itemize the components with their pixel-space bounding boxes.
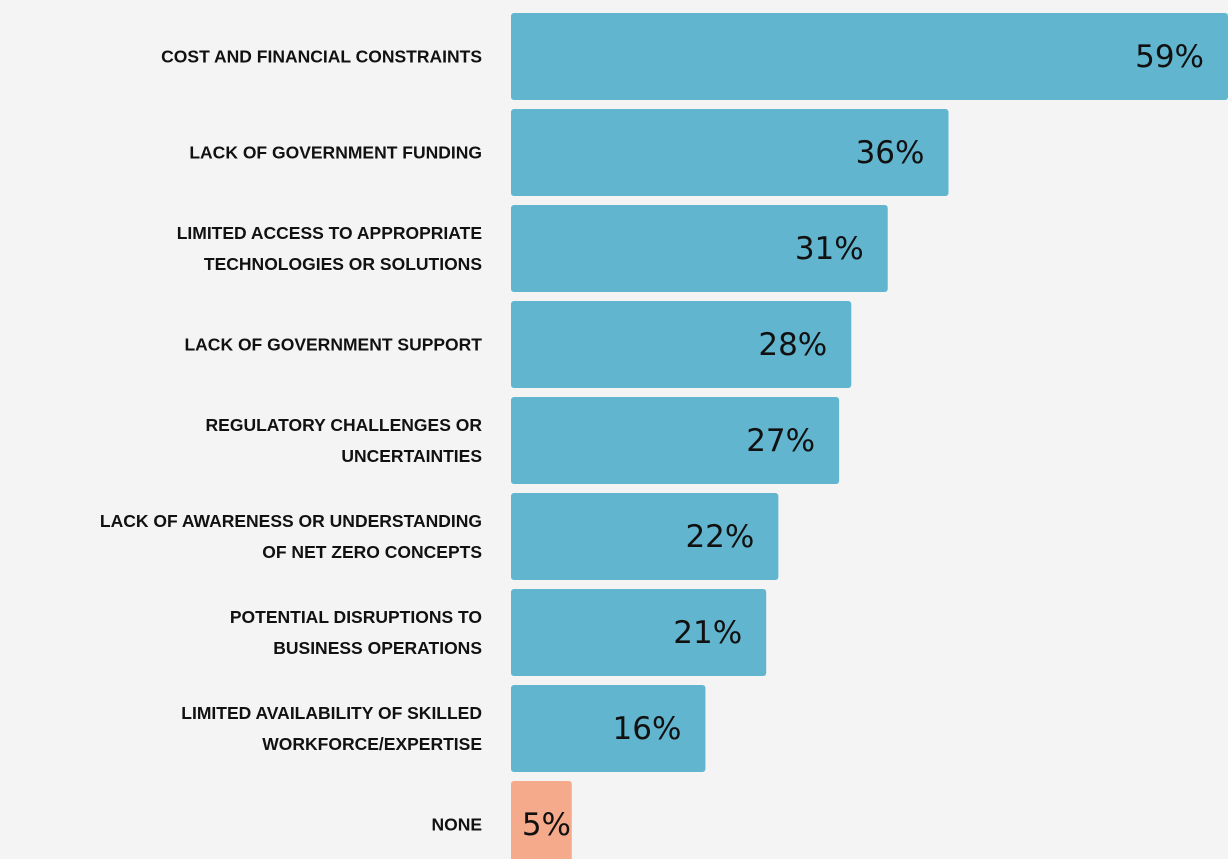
bar	[511, 589, 767, 676]
value-label: 36%	[856, 135, 925, 171]
bar	[511, 685, 706, 772]
value-label: 31%	[795, 231, 864, 267]
category-label: LACK OF GOVERNMENT FUNDING	[189, 142, 482, 162]
category-label: POTENTIAL DISRUPTIONS TO BUSINESS OPERAT…	[229, 606, 482, 658]
category-label: LIMITED AVAILABILITY OF SKILLED WORKFORC…	[181, 702, 482, 754]
bar	[511, 397, 840, 484]
bar	[511, 301, 852, 388]
category-label: REGULATORY CHALLENGES OR UNCERTAINTIES	[205, 414, 482, 466]
value-label: 27%	[746, 423, 815, 459]
category-label: NONE	[431, 814, 482, 834]
value-label: 16%	[613, 711, 682, 747]
value-label: 22%	[685, 519, 754, 555]
bar	[511, 493, 779, 580]
category-label: LIMITED ACCESS TO APPROPRIATE TECHNOLOGI…	[176, 222, 482, 274]
value-label: 5%	[522, 807, 571, 843]
bar	[511, 13, 1228, 100]
value-label: 28%	[758, 327, 827, 363]
category-label: COST AND FINANCIAL CONSTRAINTS	[161, 46, 482, 66]
category-label: LACK OF GOVERNMENT SUPPORT	[184, 334, 482, 354]
category-label: LACK OF AWARENESS OR UNDERSTANDING OF NE…	[99, 510, 482, 562]
bar	[511, 109, 949, 196]
value-label: 21%	[673, 615, 742, 651]
value-label: 59%	[1135, 39, 1204, 75]
bar	[511, 781, 572, 859]
bar	[511, 205, 888, 292]
